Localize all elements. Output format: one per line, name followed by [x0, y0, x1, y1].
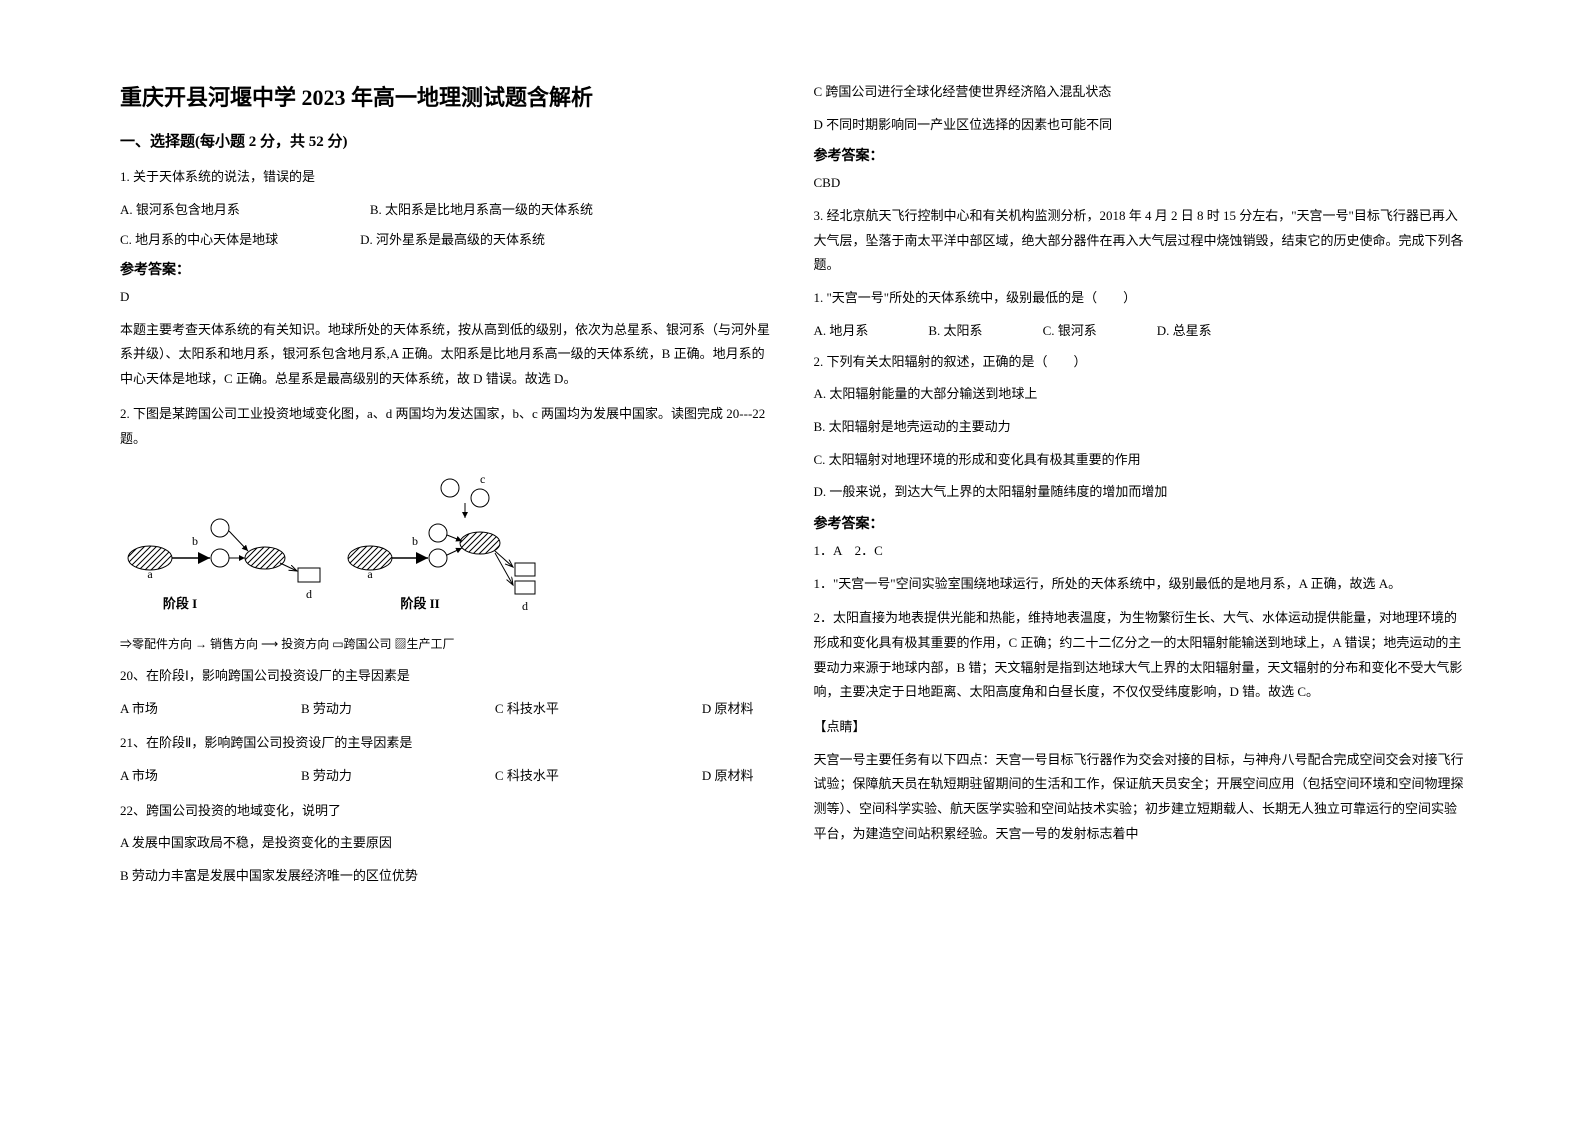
q2-sub20-stem: 20、在阶段Ⅰ，影响跨国公司投资设厂的主导因素是 — [120, 664, 774, 689]
right-column: C 跨国公司进行全球化经营使世界经济陷入混乱状态 D 不同时期影响同一产业区位选… — [794, 80, 1488, 1082]
q3-explain2: 2．太阳直接为地表提供光能和热能，维持地表温度，为生物繁衍生长、大气、水体运动提… — [814, 606, 1468, 705]
q3-point: 天宫一号主要任务有以下四点：天宫一号目标飞行器作为交会对接的目标，与神舟八号配合… — [814, 748, 1468, 847]
q1-stem: 1. 关于天体系统的说法，错误的是 — [120, 165, 774, 190]
q3-answer-label: 参考答案： — [814, 513, 1468, 533]
q2-sub21-A: A 市场 — [120, 764, 158, 789]
q2-diagram: a b d 阶段 I a c — [120, 463, 774, 656]
diagram-svg: a b d 阶段 I a c — [120, 463, 560, 628]
diag-stage2: 阶段 II — [400, 596, 439, 611]
q3-sub1-A: A. 地月系 — [814, 319, 869, 344]
q1-explain: 本题主要考查天体系统的有关知识。地球所处的天体系统，按从高到低的级别，依次为总星… — [120, 318, 774, 392]
q2-sub20-opts: A 市场 B 劳动力 C 科技水平 D 原材料 — [120, 697, 774, 722]
q3-sub1-C: C. 银河系 — [1043, 319, 1097, 344]
q2-sub22-C: C 跨国公司进行全球化经营使世界经济陷入混乱状态 — [814, 80, 1468, 105]
diag-label-b2: b — [412, 534, 418, 548]
q2-sub20-A: A 市场 — [120, 697, 158, 722]
q3-sub2-B: B. 太阳辐射是地壳运动的主要动力 — [814, 415, 1468, 440]
q2-sub21-stem: 21、在阶段Ⅱ，影响跨国公司投资设厂的主导因素是 — [120, 731, 774, 756]
q1-options-row1: A. 银河系包含地月系 B. 太阳系是比地月系高一级的天体系统 — [120, 198, 774, 223]
section-heading: 一、选择题(每小题 2 分，共 52 分) — [120, 130, 774, 151]
q2-sub22-A: A 发展中国家政局不稳，是投资变化的主要原因 — [120, 831, 774, 856]
q3-answer: 1．A 2．C — [814, 539, 1468, 564]
q3-stem: 3. 经北京航天飞行控制中心和有关机构监测分析，2018 年 4 月 2 日 8… — [814, 204, 1468, 278]
q2-sub20-D: D 原材料 — [702, 697, 754, 722]
q3-sub1-opts: A. 地月系 B. 太阳系 C. 银河系 D. 总星系 — [814, 319, 1468, 344]
q3-sub2-A: A. 太阳辐射能量的大部分输送到地球上 — [814, 382, 1468, 407]
diag-label-a2: a — [367, 567, 373, 581]
q2-sub21-D: D 原材料 — [702, 764, 754, 789]
q1-answer: D — [120, 285, 774, 310]
q2-sub22-B: B 劳动力丰富是发展中国家发展经济唯一的区位优势 — [120, 864, 774, 889]
left-column: 重庆开县河堰中学 2023 年高一地理测试题含解析 一、选择题(每小题 2 分，… — [100, 80, 794, 1082]
diag-label-b1: b — [192, 534, 198, 548]
diag-label-d1: d — [306, 587, 312, 601]
diag-label-d2: d — [522, 599, 528, 613]
diag-label-c: c — [480, 472, 485, 486]
page-title: 重庆开县河堰中学 2023 年高一地理测试题含解析 — [120, 80, 774, 112]
q3-sub2-D: D. 一般来说，到达大气上界的太阳辐射量随纬度的增加而增加 — [814, 480, 1468, 505]
q2-answer: CBD — [814, 171, 1468, 196]
q3-sub1-stem: 1. "天宫一号"所处的天体系统中，级别最低的是（ ） — [814, 286, 1468, 311]
q3-point-label: 【点睛】 — [814, 715, 1468, 740]
q2-sub20-C: C 科技水平 — [495, 697, 559, 722]
q2-answer-label: 参考答案： — [814, 145, 1468, 165]
q3-sub2-C: C. 太阳辐射对地理环境的形成和变化具有极其重要的作用 — [814, 448, 1468, 473]
diagram-legend: ⇒零配件方向 → 销售方向 ⟶ 投资方向 ▭跨国公司 ▨生产工厂 — [120, 633, 774, 656]
q2-sub22-stem: 22、跨国公司投资的地域变化，说明了 — [120, 799, 774, 824]
q3-explain1: 1．"天宫一号"空间实验室围绕地球运行，所处的天体系统中，级别最低的是地月系，A… — [814, 572, 1468, 597]
q2-stem: 2. 下图是某跨国公司工业投资地域变化图，a、d 两国均为发达国家，b、c 两国… — [120, 402, 774, 451]
q3-sub2-stem: 2. 下列有关太阳辐射的叙述，正确的是（ ） — [814, 350, 1468, 375]
q1-answer-label: 参考答案： — [120, 259, 774, 279]
diag-stage1: 阶段 I — [163, 596, 197, 611]
q1-optC: C. 地月系的中心天体是地球 — [120, 228, 278, 253]
q1-options-row2: C. 地月系的中心天体是地球 D. 河外星系是最高级的天体系统 — [120, 228, 774, 253]
q2-sub22-D: D 不同时期影响同一产业区位选择的因素也可能不同 — [814, 113, 1468, 138]
q1-optD: D. 河外星系是最高级的天体系统 — [360, 228, 545, 253]
q1-optB: B. 太阳系是比地月系高一级的天体系统 — [370, 198, 593, 223]
q3-sub1-B: B. 太阳系 — [928, 319, 982, 344]
q1-optA: A. 银河系包含地月系 — [120, 198, 240, 223]
q2-sub21-C: C 科技水平 — [495, 764, 559, 789]
q2-sub21-B: B 劳动力 — [301, 764, 352, 789]
q2-sub21-opts: A 市场 B 劳动力 C 科技水平 D 原材料 — [120, 764, 774, 789]
diag-label-a1: a — [147, 567, 153, 581]
q2-sub20-B: B 劳动力 — [301, 697, 352, 722]
q3-sub1-D: D. 总星系 — [1157, 319, 1212, 344]
